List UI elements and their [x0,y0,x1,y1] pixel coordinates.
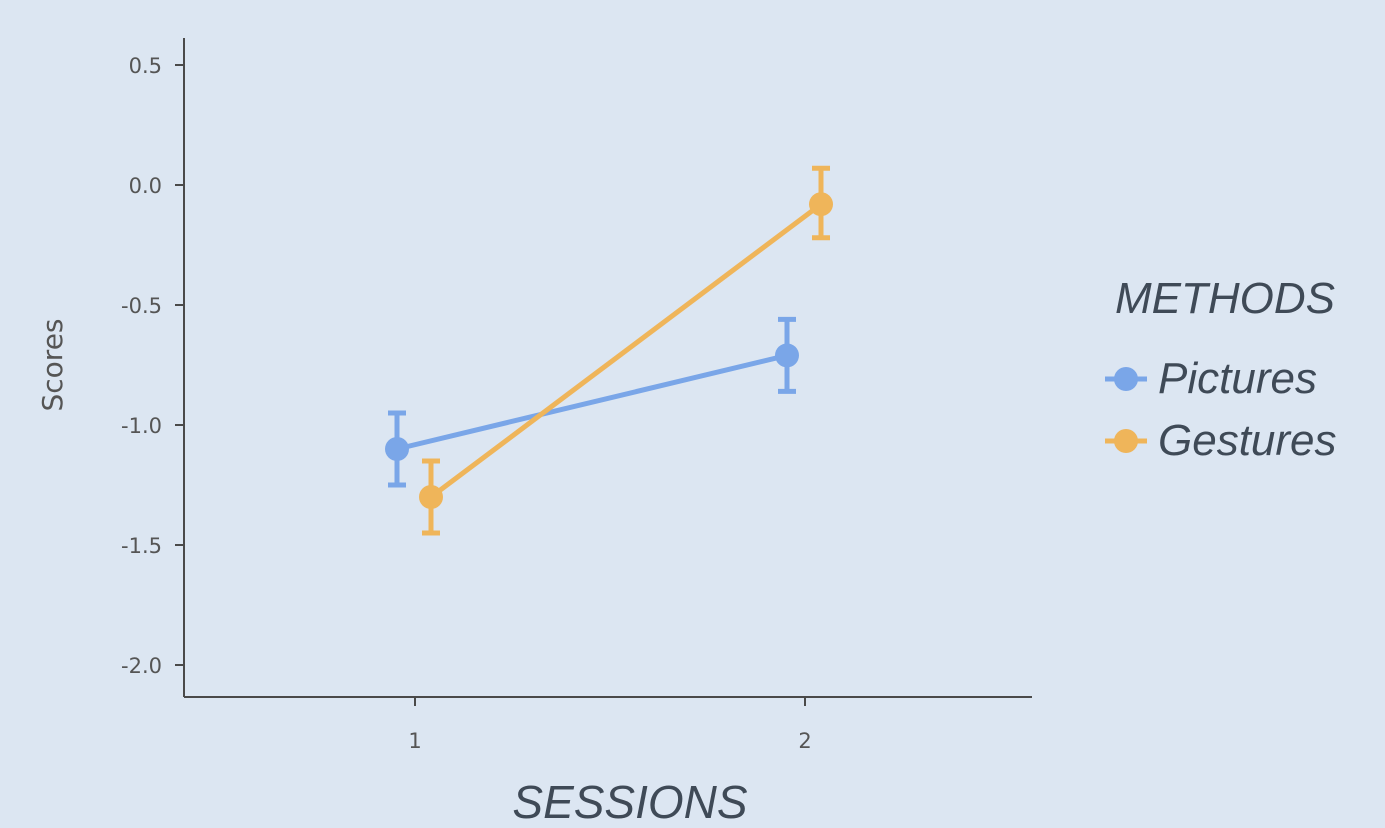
y-tick-label: -2.0 [121,654,162,678]
x-tick-label: 1 [408,729,421,753]
series-line [396,352,788,452]
x-tick-label: 2 [798,729,811,753]
y-tick-label: -1.5 [121,534,162,558]
axes [183,38,1032,698]
y-tick-label: -1.0 [121,414,162,438]
data-point [385,437,409,461]
series-layer [385,165,833,536]
data-point [419,485,443,509]
x-axis-title: SESSIONS [512,776,748,828]
legend-marker [1114,367,1138,391]
y-ticks: 0.5 0.0 -0.5 -1.0 -1.5 -2.0 [121,54,184,678]
legend-marker [1114,429,1138,453]
y-tick-label: 0.5 [129,54,162,78]
legend-item-gestures: Gestures [1105,416,1337,465]
y-tick-label: 0.0 [129,174,162,198]
y-axis-title: Scores [36,318,69,411]
legend-item-pictures: Pictures [1105,354,1317,403]
legend-items: Pictures Gestures [1105,354,1337,465]
data-point [775,343,799,368]
legend-label: Pictures [1158,354,1317,403]
data-point [809,192,833,217]
series-line [429,202,823,499]
series-pictures [385,316,799,488]
y-tick-label: -0.5 [121,294,162,318]
legend-title: METHODS [1115,274,1335,323]
series-gestures [419,165,833,536]
legend: METHODS Pictures Gestures [1105,274,1337,465]
legend-label: Gestures [1158,416,1337,465]
